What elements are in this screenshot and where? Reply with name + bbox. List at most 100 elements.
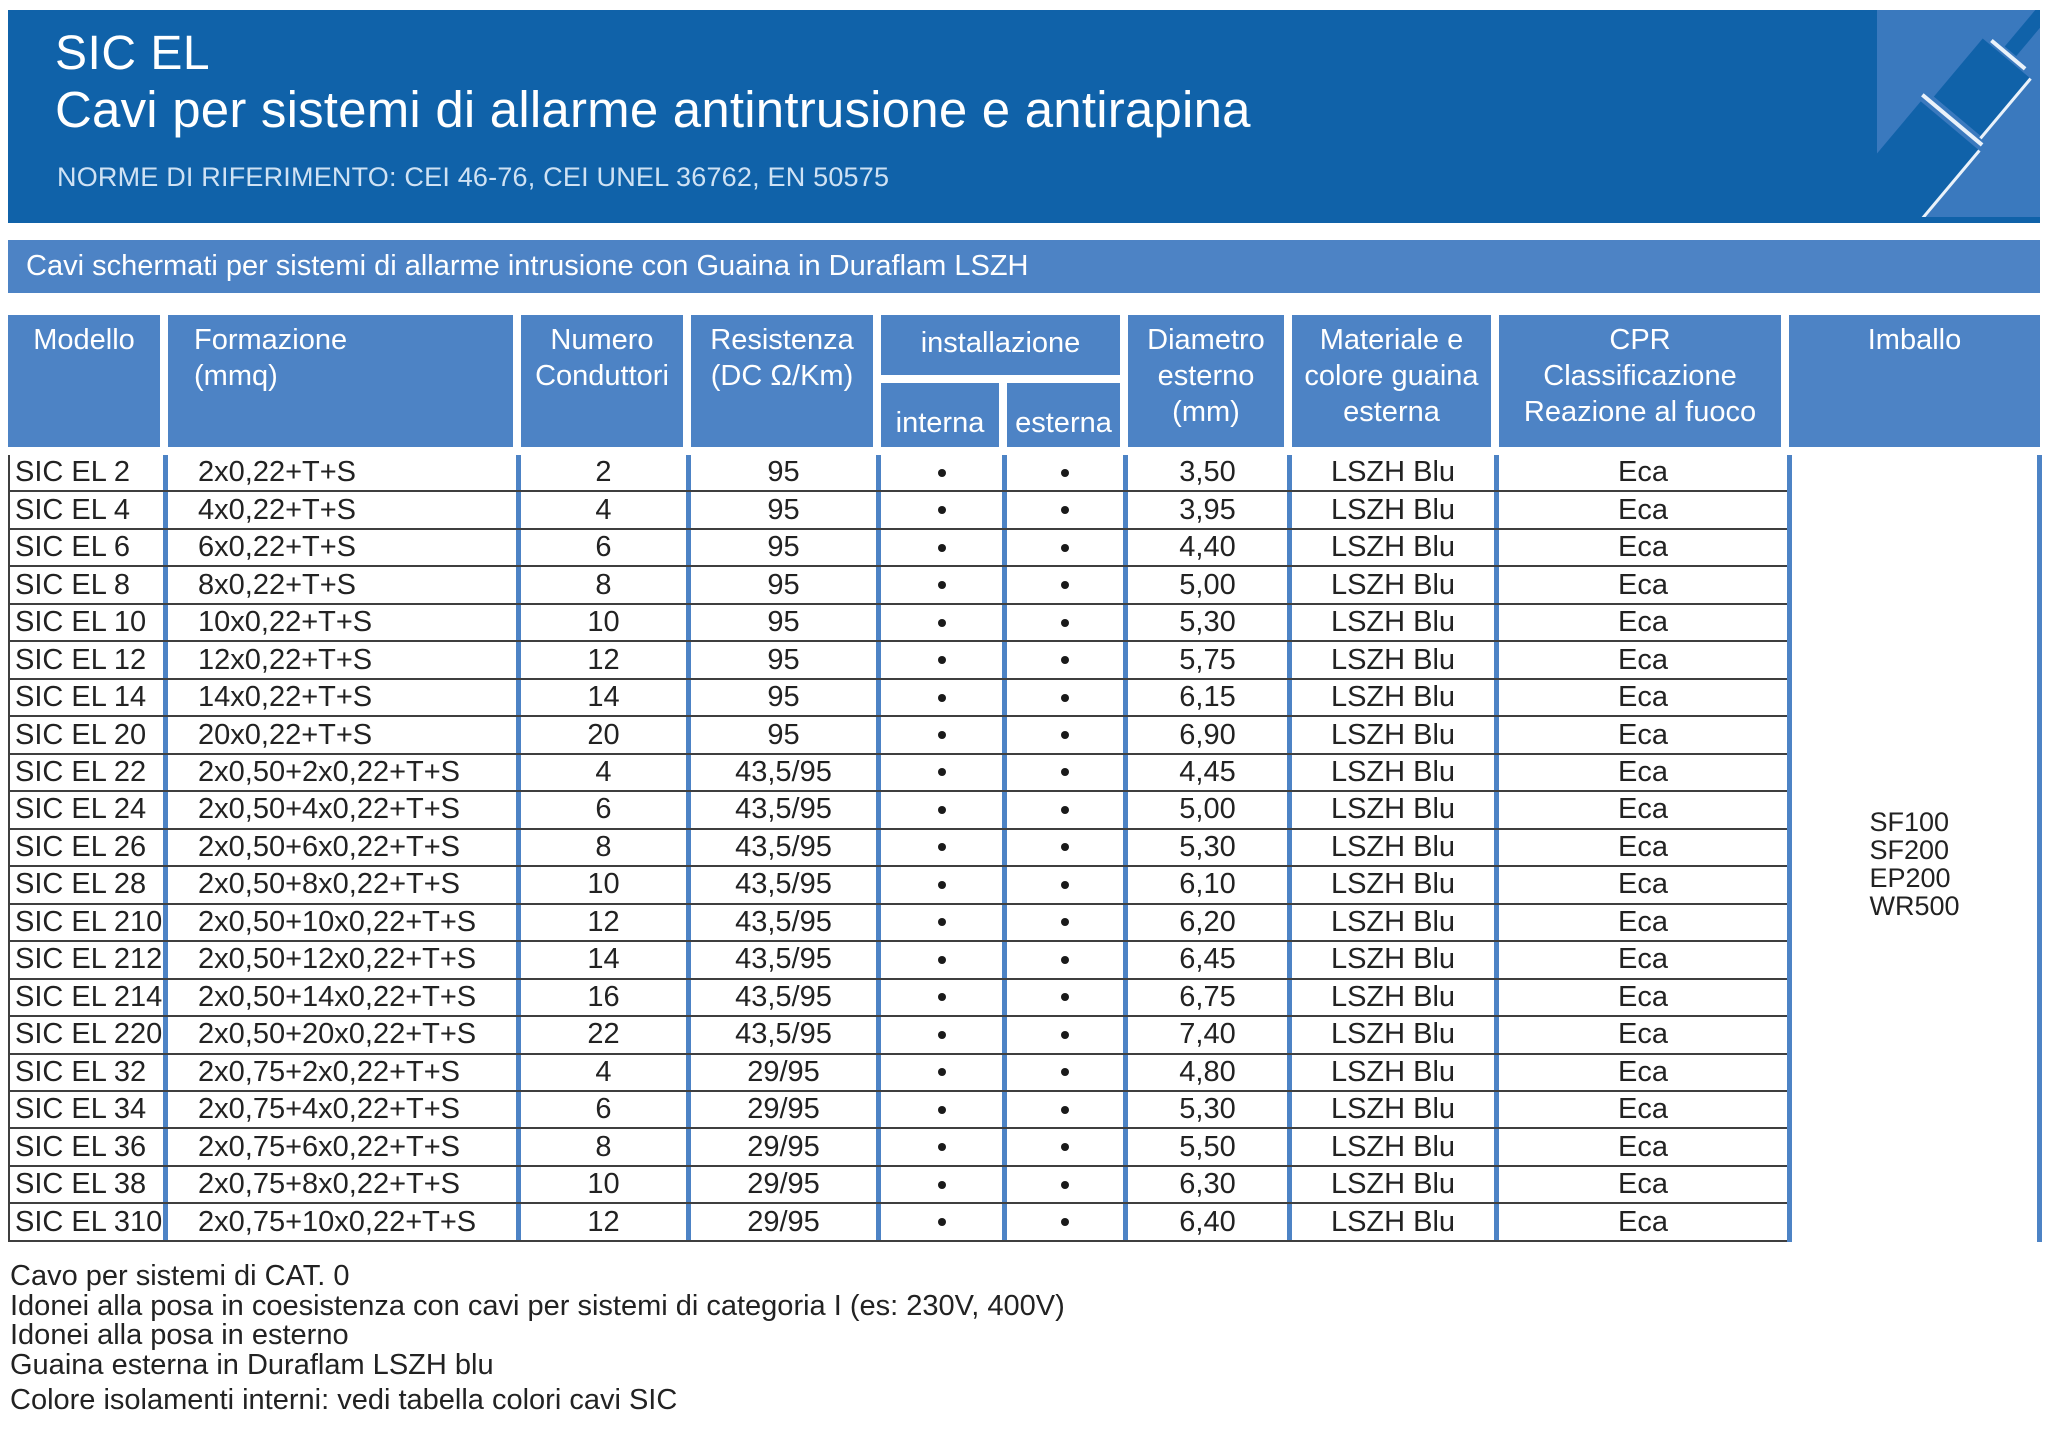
interna-dot-icon (937, 468, 946, 477)
cell-cpr: Eca (1618, 1055, 1668, 1088)
table-header: Modello Formazione (mmq) Numero Condutto… (8, 315, 2040, 447)
table-row: SIC EL 34 2x0,75+4x0,22+T+S 6 29/95 5,30… (10, 1091, 1787, 1130)
column-header-materiale: Materiale e colore guaina esterna (1292, 315, 1491, 447)
cell-diameter: 6,10 (1128, 867, 1292, 903)
cell-cpr: Eca (1618, 1018, 1668, 1051)
cell-diameter: 5,30 (1128, 829, 1292, 866)
interna-dot-icon (937, 1218, 946, 1227)
cell-cpr: Eca (1618, 606, 1668, 639)
cell-conductors: 6 (521, 529, 691, 566)
column-header-modello: Modello (8, 315, 160, 447)
cell-resistance: 43,5/95 (691, 829, 881, 866)
column-header-imballo: Imballo (1789, 315, 2040, 447)
cell-resistance: 95 (691, 679, 881, 716)
column-header-interna: interna (881, 383, 999, 447)
cell-formation: 2x0,75+10x0,22+T+S (168, 1204, 521, 1240)
cell-interna (881, 904, 1007, 941)
interna-dot-icon (937, 731, 946, 740)
table-row: SIC EL 4 4x0,22+T+S 4 95 3,95 LSZH Blu E… (10, 492, 1787, 530)
page-title: Cavi per sistemi di allarme antintrusion… (55, 81, 1251, 138)
cell-interna (881, 1091, 1007, 1128)
imballo-option: EP200 (1869, 862, 1951, 893)
cell-cpr: Eca (1618, 755, 1668, 788)
cell-esterna (1007, 1129, 1128, 1165)
cell-conductors: 6 (521, 1091, 691, 1128)
cell-esterna (1007, 1091, 1128, 1128)
cell-interna (881, 567, 1007, 603)
cell-formation: 2x0,22+T+S (168, 455, 521, 491)
cell-formation: 14x0,22+T+S (168, 679, 521, 716)
esterna-dot-icon (1061, 581, 1069, 590)
cell-sheath: LSZH Blu (1292, 1091, 1499, 1128)
column-header-label: CPR (1609, 324, 1671, 356)
esterna-dot-icon (1061, 656, 1069, 665)
cell-formation: 12x0,22+T+S (168, 642, 521, 678)
interna-dot-icon (937, 955, 946, 964)
esterna-dot-icon (1061, 1180, 1069, 1189)
column-header-installazione: installazione (881, 315, 1120, 375)
cell-cpr: Eca (1618, 1168, 1668, 1201)
cell-resistance: 29/95 (691, 1166, 881, 1203)
cell-cpr: Eca (1618, 905, 1668, 938)
esterna-dot-icon (1061, 880, 1069, 889)
table-row: SIC EL 38 2x0,75+8x0,22+T+S 10 29/95 6,3… (10, 1166, 1787, 1205)
cell-conductors: 16 (521, 979, 691, 1016)
cell-sheath: LSZH Blu (1292, 1166, 1499, 1203)
table-row: SIC EL 2 2x0,22+T+S 2 95 3,50 LSZH Blu E… (10, 455, 1787, 493)
cell-sheath: LSZH Blu (1292, 1204, 1499, 1240)
table-row: SIC EL 36 2x0,75+6x0,22+T+S 8 29/95 5,50… (10, 1129, 1787, 1167)
interna-dot-icon (937, 1105, 946, 1114)
cell-conductors: 22 (521, 1017, 691, 1053)
cell-model: SIC EL 12 (10, 642, 168, 678)
cell-interna (881, 829, 1007, 866)
imballo-option: WR500 (1869, 890, 1960, 921)
cell-formation: 10x0,22+T+S (168, 604, 521, 641)
cell-model: SIC EL 32 (10, 1054, 168, 1090)
cell-resistance: 29/95 (691, 1054, 881, 1090)
cell-cpr: Eca (1618, 531, 1668, 564)
esterna-dot-icon (1061, 1068, 1069, 1077)
cell-esterna (1007, 679, 1128, 716)
table-row: SIC EL 14 14x0,22+T+S 14 95 6,15 LSZH Bl… (10, 679, 1787, 718)
cell-cpr: Eca (1618, 980, 1668, 1013)
cell-cpr: Eca (1618, 568, 1668, 601)
cell-resistance: 95 (691, 492, 881, 528)
cell-diameter: 6,20 (1128, 904, 1292, 941)
cell-interna (881, 979, 1007, 1016)
cell-formation: 2x0,50+12x0,22+T+S (168, 942, 521, 978)
cell-interna (881, 1166, 1007, 1203)
interna-dot-icon (937, 1143, 946, 1152)
imballo-options: SF100 SF200 EP200 WR500 (1869, 808, 1959, 920)
cell-model: SIC EL 26 (10, 829, 168, 866)
cell-resistance: 43,5/95 (691, 904, 881, 941)
cell-model: SIC EL 210 (10, 904, 168, 941)
column-header-label: installazione (920, 327, 1081, 359)
column-header-diametro: Diametro esterno (mm) (1128, 315, 1284, 447)
cell-cpr: Eca (1618, 793, 1668, 826)
cell-formation: 2x0,50+6x0,22+T+S (168, 829, 521, 866)
cell-sheath: LSZH Blu (1292, 979, 1499, 1016)
imballo-option: SF200 (1869, 834, 1950, 865)
cell-diameter: 5,00 (1128, 567, 1292, 603)
cell-esterna (1007, 754, 1128, 791)
product-name: SIC EL (55, 27, 211, 80)
cell-model: SIC EL 10 (10, 604, 168, 641)
interna-dot-icon (937, 993, 946, 1002)
cell-interna (881, 867, 1007, 903)
cell-diameter: 3,95 (1128, 492, 1292, 528)
cell-esterna (1007, 792, 1128, 828)
cell-cpr: Eca (1618, 1130, 1668, 1163)
cell-interna (881, 455, 1007, 491)
cell-interna (881, 1017, 1007, 1053)
cell-esterna (1007, 567, 1128, 603)
cell-cpr: Eca (1618, 1205, 1668, 1238)
reference-norms: NORME DI RIFERIMENTO: CEI 46-76, CEI UNE… (57, 162, 890, 192)
cell-model: SIC EL 38 (10, 1166, 168, 1203)
note-line: Colore isolamenti interni: vedi tabella … (10, 1384, 678, 1416)
cell-cpr: Eca (1618, 643, 1668, 676)
cell-diameter: 4,80 (1128, 1054, 1292, 1090)
cell-esterna (1007, 942, 1128, 978)
cell-interna (881, 529, 1007, 566)
column-header-label: Diametro (1147, 324, 1265, 356)
